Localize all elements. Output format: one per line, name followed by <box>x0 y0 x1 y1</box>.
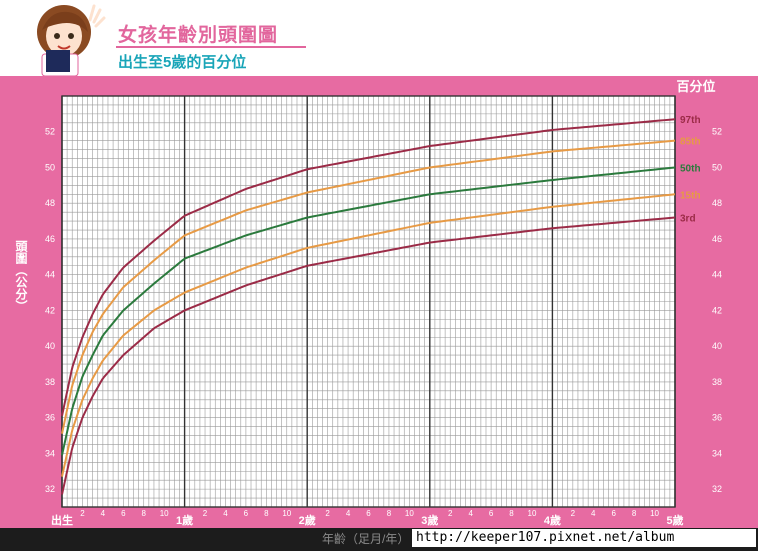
series-line-97th <box>61 118 676 417</box>
series-label-50th: 50th <box>680 163 701 174</box>
y-tick-label: 42 <box>712 305 722 315</box>
chart-header: 女孩年齡別頭圍圖 出生至5歲的百分位 <box>0 0 758 78</box>
x-tick-label: 10 <box>650 509 659 518</box>
x-tick-label: 出生 <box>51 513 73 527</box>
y-tick-label: 34 <box>712 448 722 458</box>
y-tick-label: 44 <box>712 270 722 280</box>
x-tick-label: 2歲 <box>299 513 316 527</box>
x-tick-label: 8 <box>387 509 392 518</box>
y-tick-label: 50 <box>45 162 55 172</box>
x-tick-label: 8 <box>142 509 147 518</box>
series-line-3rd <box>61 216 676 495</box>
x-tick-label: 1歲 <box>176 513 193 527</box>
y-tick-label: 44 <box>45 270 55 280</box>
chart-subtitle: 出生至5歲的百分位 <box>118 54 247 71</box>
x-tick-labels: 出生 2 4 6 8 10 1歲 2 4 6 8 10 2歲 2 4 6 8 10 3歲 2 4 6 8 10 4歲 2 4 6 8 10… <box>51 509 684 527</box>
x-tick-label: 4歲 <box>544 513 561 527</box>
series-labels: 3rd 15th 50th 85th 97th <box>680 115 701 224</box>
y-tick-label: 42 <box>45 305 55 315</box>
y-tick-labels-left: 32 34 36 38 40 42 44 46 48 50 52 <box>45 127 55 494</box>
y-tick-label: 36 <box>712 413 722 423</box>
x-tick-label: 10 <box>528 509 537 518</box>
series-label-3rd: 3rd <box>680 214 696 225</box>
x-tick-label: 2 <box>80 509 85 518</box>
x-tick-label: 8 <box>264 509 269 518</box>
y-tick-label: 48 <box>45 198 55 208</box>
girl-mascot-illustration <box>37 4 106 77</box>
y-tick-label: 48 <box>712 198 722 208</box>
x-tick-label: 6 <box>121 509 126 518</box>
x-tick-label: 2 <box>203 509 208 518</box>
x-tick-label: 6 <box>611 509 616 518</box>
y-tick-label: 50 <box>712 162 722 172</box>
x-tick-label: 4 <box>346 509 351 518</box>
series-line-50th <box>61 166 676 456</box>
series-label-97th: 97th <box>680 115 701 126</box>
y-tick-label: 40 <box>45 341 55 351</box>
y-tick-label: 38 <box>45 377 55 387</box>
series-line-85th <box>61 139 676 434</box>
percentile-lines <box>61 118 676 495</box>
y-tick-label: 36 <box>45 413 55 423</box>
grid-major <box>61 95 676 508</box>
y-tick-label: 32 <box>712 484 722 494</box>
chart-title: 女孩年齡別頭圍圖 <box>118 25 279 46</box>
x-tick-label: 10 <box>160 509 169 518</box>
x-tick-label: 6 <box>366 509 371 518</box>
y-tick-label: 46 <box>45 234 55 244</box>
series-label-85th: 85th <box>680 137 701 148</box>
y-tick-labels-right: 32 34 36 38 40 42 44 46 48 50 52 <box>712 127 722 494</box>
x-tick-label: 6 <box>244 509 249 518</box>
x-tick-label: 4 <box>223 509 228 518</box>
x-tick-label: 6 <box>489 509 494 518</box>
y-tick-label: 52 <box>45 127 55 137</box>
x-tick-label: 2 <box>571 509 576 518</box>
y-tick-label: 32 <box>45 484 55 494</box>
grid-minor <box>62 95 675 508</box>
x-tick-label: 8 <box>509 509 514 518</box>
x-axis-label: 年齡（足月/年） <box>322 532 410 546</box>
x-tick-label: 4 <box>591 509 596 518</box>
percentile-heading: 百分位 <box>660 76 732 98</box>
series-line-15th <box>61 193 676 477</box>
x-tick-label: 5歲 <box>666 513 683 527</box>
x-tick-label: 8 <box>632 509 637 518</box>
y-tick-label: 38 <box>712 377 722 387</box>
x-tick-label: 10 <box>282 509 291 518</box>
y-tick-label: 46 <box>712 234 722 244</box>
title-underline <box>116 46 306 48</box>
y-tick-label: 52 <box>712 127 722 137</box>
x-tick-label: 2 <box>325 509 330 518</box>
x-tick-label: 3歲 <box>421 513 438 527</box>
watermark-url: http://keeper107.pixnet.net/album <box>412 529 756 547</box>
y-tick-label: 34 <box>45 448 55 458</box>
x-tick-label: 4 <box>101 509 106 518</box>
series-label-15th: 15th <box>680 190 701 201</box>
x-tick-label: 4 <box>468 509 473 518</box>
y-tick-label: 40 <box>712 341 722 351</box>
y-axis-label: 頭圍（公分） <box>14 240 28 312</box>
x-tick-label: 2 <box>448 509 453 518</box>
plot-border <box>61 95 676 508</box>
x-tick-label: 10 <box>405 509 414 518</box>
